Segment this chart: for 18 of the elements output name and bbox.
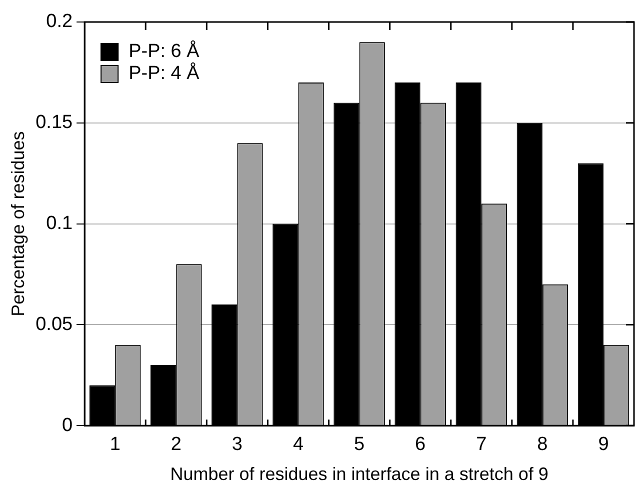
x-tick-label: 3 (232, 434, 242, 456)
x-tick-label: 1 (110, 434, 120, 456)
x-tick-label: 5 (354, 434, 365, 456)
legend-label: P-P: 6 Å (128, 40, 200, 62)
x-tick-label: 6 (415, 434, 426, 456)
x-tick-label: 4 (292, 434, 304, 456)
y-tick-label: 0.1 (46, 213, 73, 234)
y-axis-title: Percentage of residues (8, 131, 28, 316)
y-tick-label: 0.05 (36, 314, 73, 335)
x-axis-title: Number of residues in interface in a stretch of 9 (170, 464, 548, 484)
legend-label: P-P: 4 Å (128, 62, 200, 84)
x-tick-label: 7 (476, 434, 487, 456)
y-tick-label: 0.2 (46, 11, 73, 32)
x-tick-label: 2 (170, 434, 182, 456)
x-tick-label: 8 (537, 434, 548, 456)
x-tick-label: 9 (598, 434, 609, 456)
y-tick-label: 0.15 (36, 112, 73, 134)
y-tick-label: 0 (62, 414, 73, 436)
